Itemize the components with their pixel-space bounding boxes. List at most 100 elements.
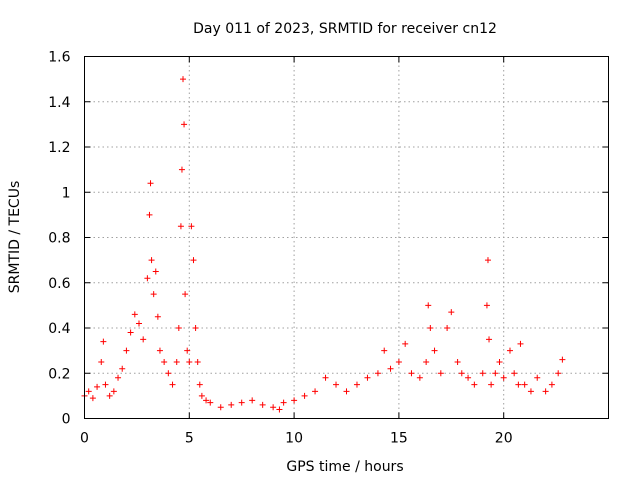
data-point (488, 381, 495, 388)
x-axis-label: GPS time / hours (286, 459, 403, 475)
data-point (135, 320, 142, 327)
data-point (173, 358, 180, 365)
data-point (161, 358, 168, 365)
data-point (555, 370, 562, 377)
data-point (276, 406, 283, 413)
data-point (106, 392, 113, 399)
y-tick-label: 1 (62, 185, 71, 201)
data-point (146, 211, 153, 218)
x-tick-label: 0 (80, 431, 89, 447)
data-point (217, 404, 224, 411)
data-point (165, 370, 172, 377)
data-point (190, 257, 197, 264)
data-point (194, 358, 201, 365)
data-point (548, 381, 555, 388)
data-point (100, 338, 107, 345)
data-point (98, 358, 105, 365)
data-point (94, 383, 101, 390)
data-point (188, 223, 195, 230)
data-point (89, 395, 96, 402)
data-point (228, 401, 235, 408)
data-point (559, 356, 566, 363)
data-point (425, 302, 432, 309)
data-point (521, 381, 528, 388)
data-point (181, 121, 188, 128)
data-point (115, 374, 122, 381)
y-tick-label: 1.4 (48, 95, 70, 111)
data-point (486, 336, 493, 343)
data-point (156, 347, 163, 354)
data-point (492, 370, 499, 377)
data-point (416, 374, 423, 381)
y-tick-label: 0.6 (48, 276, 70, 292)
data-point (431, 347, 438, 354)
data-point (207, 399, 214, 406)
data-point (333, 381, 340, 388)
x-tick-label: 15 (390, 431, 408, 447)
data-point (102, 381, 109, 388)
data-point (140, 336, 147, 343)
data-point (192, 325, 199, 331)
data-point (270, 404, 277, 411)
data-point (182, 291, 189, 298)
data-point (496, 358, 503, 365)
y-tick-label: 0.8 (48, 231, 70, 247)
data-point (123, 347, 130, 354)
x-tick-label: 10 (285, 431, 303, 447)
data-point (387, 365, 394, 372)
data-points (81, 76, 566, 413)
data-point (374, 370, 381, 377)
data-point (203, 397, 210, 404)
y-tick-label: 0.2 (48, 366, 70, 382)
y-tick-label: 1.2 (48, 140, 70, 156)
data-point (322, 374, 329, 381)
data-point (249, 397, 256, 404)
data-point (127, 329, 134, 336)
data-point (301, 392, 308, 399)
data-point (542, 388, 549, 395)
data-point (312, 388, 319, 395)
data-point (198, 392, 205, 399)
y-tick-label: 0 (62, 412, 71, 428)
data-point (280, 399, 287, 406)
data-point (353, 381, 360, 388)
data-point (454, 358, 461, 365)
x-tick-label: 5 (185, 431, 194, 447)
data-point (444, 325, 451, 331)
data-point (178, 166, 185, 173)
data-point (515, 381, 522, 388)
data-point (154, 313, 161, 320)
data-point (144, 275, 151, 282)
data-point (448, 309, 455, 316)
data-point (465, 374, 472, 381)
y-tick-label: 0.4 (48, 321, 70, 337)
data-point (437, 370, 444, 377)
data-point (148, 257, 155, 264)
data-point (427, 325, 434, 331)
data-point (110, 388, 117, 395)
chart-title: Day 011 of 2023, SRMTID for receiver cn1… (193, 21, 497, 37)
data-point (527, 388, 534, 395)
axis-ticks (84, 56, 609, 419)
data-point (364, 374, 371, 381)
x-tick-labels: 0 5 10 15 20 (80, 431, 513, 447)
data-point (259, 401, 266, 408)
data-point (85, 388, 92, 395)
data-point (479, 370, 486, 377)
data-point (534, 374, 541, 381)
data-point (343, 388, 350, 395)
x-tick-label: 20 (495, 431, 513, 447)
data-point (180, 76, 187, 83)
y-axis-label: SRMTID / TECUs (7, 181, 23, 294)
data-point (147, 180, 154, 187)
data-point (119, 365, 126, 372)
data-point (511, 370, 518, 377)
data-point (402, 340, 409, 347)
data-point (408, 370, 415, 377)
data-point (238, 399, 245, 406)
data-point (483, 302, 490, 309)
data-point (423, 358, 430, 365)
data-point (471, 381, 478, 388)
data-point (175, 325, 182, 331)
data-point (458, 370, 465, 377)
